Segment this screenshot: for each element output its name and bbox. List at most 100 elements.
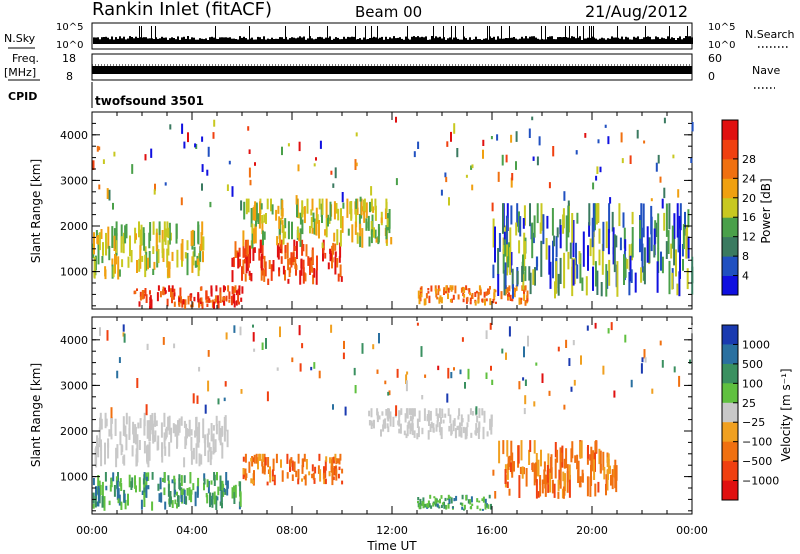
heatmap-cell (531, 462, 534, 472)
nsearch-tick-bottom: 10^0 (708, 40, 735, 51)
nsky-bar (223, 37, 225, 44)
heatmap-cell (411, 423, 414, 436)
heatmap-cell (121, 259, 124, 268)
heatmap-cell (305, 244, 308, 257)
nsky-bar (107, 37, 109, 44)
heatmap-cell (157, 435, 160, 450)
heatmap-cell (628, 272, 631, 296)
heatmap-cell (490, 426, 493, 435)
heatmap-speckle (456, 148, 459, 158)
heatmap-speckle (291, 357, 294, 363)
heatmap-cell (145, 476, 148, 482)
heatmap-cell (598, 228, 601, 244)
nsky-label: N.Sky (4, 32, 36, 45)
heatmap-speckle (523, 408, 526, 415)
heatmap-cell (97, 475, 100, 490)
heatmap-cell (308, 471, 311, 476)
heatmap-cell (294, 257, 297, 269)
heatmap-cell (149, 305, 151, 309)
heatmap-cell (515, 285, 518, 291)
nsky-spike (371, 26, 372, 42)
heatmap-cell (477, 427, 480, 439)
nsky-bar (689, 36, 691, 44)
nsky-bar (293, 37, 295, 44)
heatmap-cell (180, 416, 183, 426)
heatmap-speckle (691, 122, 694, 132)
y-tick-label: 3000 (60, 174, 88, 187)
heatmap-cell (449, 299, 452, 303)
heatmap-cell (389, 415, 392, 427)
heatmap-cell (174, 424, 177, 437)
heatmap-speckle (595, 175, 598, 181)
heatmap-cell (293, 239, 296, 251)
heatmap-speckle (532, 156, 535, 161)
heatmap-cell (136, 434, 139, 450)
heatmap-cell (619, 237, 622, 251)
freq-tick-bottom: 8 (66, 70, 73, 83)
nsky-bar (347, 36, 349, 44)
heatmap-cell (359, 233, 362, 248)
heatmap-speckle (206, 169, 209, 176)
heatmap-cell (228, 291, 231, 300)
heatmap-cell (502, 440, 505, 455)
nsky-bar (561, 37, 563, 44)
heatmap-cell (149, 222, 152, 241)
heatmap-cell (520, 299, 523, 305)
heatmap-cell (247, 254, 250, 268)
heatmap-cell (180, 243, 183, 260)
heatmap-cell (138, 221, 140, 238)
heatmap-cell (149, 299, 152, 304)
heatmap-cell (350, 201, 353, 221)
nsky-bar (469, 37, 471, 44)
nsky-bar (201, 38, 203, 44)
heatmap-cell (444, 291, 447, 294)
nsky-bar (125, 39, 127, 44)
heatmap-cell (184, 436, 187, 449)
heatmap-cell (518, 475, 521, 498)
heatmap-speckle (213, 119, 216, 127)
heatmap-cell (289, 257, 292, 265)
heatmap-cell (519, 466, 522, 475)
heatmap-cell (474, 292, 477, 297)
heatmap-cell (322, 239, 325, 250)
heatmap-cell (560, 452, 563, 463)
heatmap-cell (450, 430, 453, 435)
heatmap-speckle (673, 366, 676, 373)
heatmap-speckle (677, 189, 680, 198)
heatmap-cell (99, 417, 102, 432)
heatmap-cell (335, 203, 338, 214)
nsky-bar (95, 37, 97, 44)
heatmap-cell (489, 418, 492, 431)
heatmap-cell (189, 294, 192, 302)
heatmap-cell (291, 460, 294, 471)
heatmap-cell (172, 423, 175, 434)
heatmap-cell (127, 493, 129, 506)
heatmap-cell (427, 291, 430, 294)
heatmap-cell (630, 269, 633, 283)
heatmap-cell (367, 215, 370, 231)
heatmap-cell (639, 220, 642, 239)
heatmap-cell (178, 474, 181, 481)
heatmap-cell (110, 417, 113, 424)
heatmap-cell (112, 266, 115, 278)
heatmap-cell (626, 259, 629, 269)
velocity-ylabel: Slant Range [km] (29, 363, 43, 467)
heatmap-cell (482, 496, 485, 503)
nsky-bar (549, 36, 551, 44)
heatmap-cell (579, 253, 582, 284)
heatmap-cell (679, 203, 682, 231)
heatmap-cell (217, 300, 220, 309)
nsky-bar (109, 39, 111, 44)
heatmap-cell (332, 456, 335, 464)
heatmap-speckle (341, 192, 344, 203)
heatmap-speckle (524, 395, 527, 405)
heatmap-cell (167, 475, 170, 481)
heatmap-cell (219, 501, 222, 506)
heatmap-cell (157, 483, 160, 491)
heatmap-cell (92, 503, 95, 509)
heatmap-speckle (467, 368, 470, 380)
heatmap-cell (263, 255, 266, 268)
heatmap-cell (325, 198, 328, 218)
heatmap-cell (492, 469, 495, 476)
nsky-bar (331, 39, 333, 44)
